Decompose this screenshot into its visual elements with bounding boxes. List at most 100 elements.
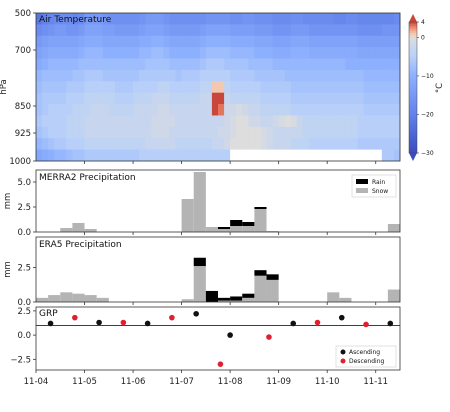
heatmap-cell <box>327 24 334 37</box>
heatmap-cell <box>72 24 79 37</box>
heatmap-cell <box>230 81 237 94</box>
heatmap-cell <box>381 92 389 105</box>
heatmap-cell <box>278 81 286 94</box>
heatmap-cell <box>54 35 61 48</box>
heatmap-cell <box>133 149 140 162</box>
heatmap-cell <box>211 35 219 48</box>
heatmap-cell <box>42 24 49 37</box>
heatmap-cell <box>339 92 346 105</box>
heatmap-cell <box>254 81 261 94</box>
heatmap-cell <box>290 81 298 94</box>
heatmap-cell <box>205 81 213 94</box>
heatmap-cell <box>60 24 67 37</box>
heatmap-cell <box>84 92 91 105</box>
heatmap-cell <box>169 81 176 94</box>
heatmap-cell <box>254 35 261 48</box>
heatmap-cell <box>145 149 152 162</box>
heatmap-cell <box>351 115 358 128</box>
heatmap-cell <box>169 47 176 59</box>
heatmap-cell <box>187 47 195 59</box>
heatmap-cell <box>284 24 292 37</box>
heatmap-cell <box>321 115 328 128</box>
heatmap-cell <box>236 69 243 82</box>
heatmap-cell <box>351 24 358 37</box>
heatmap-cell <box>284 13 292 25</box>
heatmap-cell <box>302 69 310 82</box>
heatmap-cell <box>345 115 352 128</box>
heatmap-cell <box>108 115 116 128</box>
heatmap-cell <box>187 24 195 37</box>
heatmap-cell <box>163 13 170 25</box>
grp-legend-ascending-marker <box>340 349 346 355</box>
heatmap-cell <box>363 13 371 25</box>
colorbar-segment <box>409 87 417 91</box>
heatmap-cell <box>96 115 104 128</box>
heatmap-cell <box>145 81 152 94</box>
heatmap-cell <box>254 13 261 25</box>
heatmap-cell <box>133 81 140 94</box>
heatmap-cell <box>199 35 207 48</box>
heatmap-cell <box>36 104 43 116</box>
grp-descending-point <box>314 319 321 326</box>
heatmap-cell <box>114 149 122 162</box>
heatmap-cell <box>254 104 261 116</box>
heatmap-cell <box>187 92 195 105</box>
heatmap-cell <box>345 35 352 48</box>
heatmap-cell <box>84 81 91 94</box>
heatmap-cell <box>290 92 298 105</box>
heatmap-cell <box>169 149 176 162</box>
heatmap-cell <box>266 138 273 151</box>
heatmap-cell <box>145 138 152 151</box>
heatmap-cell <box>127 126 134 139</box>
heatmap-cell <box>133 58 140 71</box>
heatmap-cell <box>151 126 158 139</box>
heatmap-cell <box>393 149 401 162</box>
grp-xtick-label: 11-06 <box>121 377 146 387</box>
colorbar-segment <box>409 43 417 47</box>
colorbar-segment <box>409 48 417 51</box>
heatmap-cell <box>163 126 170 139</box>
heatmap-cell <box>218 58 225 71</box>
heatmap-cell <box>127 69 134 82</box>
heatmap-cell <box>72 149 79 162</box>
heatmap-cell <box>230 58 237 71</box>
merra2-snow-bar <box>72 223 85 232</box>
heatmap-cell <box>224 138 231 151</box>
merra2-snow-bar <box>266 231 279 232</box>
heatmap-cell <box>333 126 340 139</box>
heatmap-cell <box>66 81 73 94</box>
heatmap-cell <box>54 13 61 25</box>
heatmap-cell <box>90 104 98 116</box>
merra2-legend-rain-label: Rain <box>372 179 385 186</box>
heatmap-cell <box>66 115 73 128</box>
heatmap-cell <box>127 47 134 59</box>
grp-ascending-point <box>193 310 199 317</box>
heatmap-cell <box>169 13 176 25</box>
heatmap-cell <box>375 126 383 139</box>
heatmap-cell <box>272 47 280 59</box>
heatmap-cell <box>357 35 364 48</box>
colorbar-segment <box>409 142 417 145</box>
heatmap-cell <box>127 115 134 128</box>
heatmap-cell <box>230 69 237 82</box>
heatmap-cell <box>375 69 383 82</box>
colorbar-segment <box>409 35 417 38</box>
heatmap-cell <box>230 47 237 59</box>
colorbar-segment <box>409 126 417 130</box>
heatmap-cell <box>42 81 49 94</box>
heatmap-cell <box>345 81 352 94</box>
heatmap-cell <box>84 149 91 162</box>
heatmap-cell <box>218 69 225 82</box>
heatmap-cell <box>315 92 322 105</box>
heatmap-cell <box>248 35 255 48</box>
heatmap-cell <box>363 149 371 162</box>
heatmap-cell <box>175 58 182 71</box>
heatmap-cell <box>66 13 73 25</box>
colorbar-segment <box>409 56 417 60</box>
merra2-rain-bar <box>218 227 231 229</box>
heatmap-cell <box>272 35 280 48</box>
heatmap-cell <box>60 58 67 71</box>
heatmap-cell <box>224 115 231 128</box>
heatmap-cell <box>327 92 334 105</box>
